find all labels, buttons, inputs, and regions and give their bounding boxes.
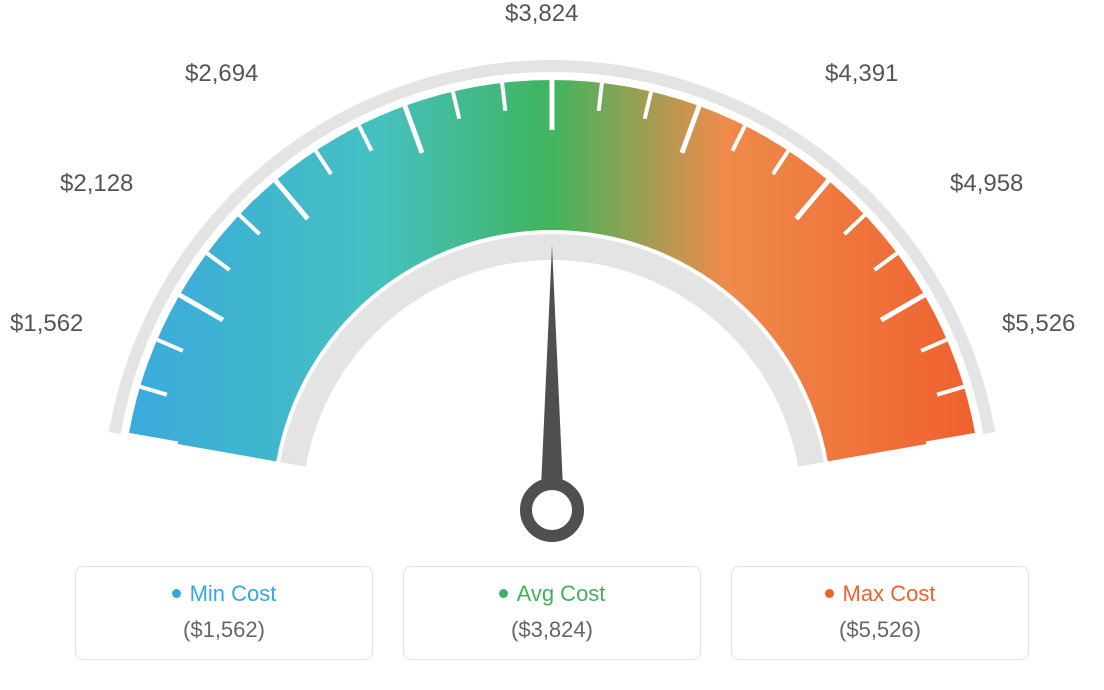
- legend-avg-label: Avg Cost: [517, 581, 606, 606]
- gauge-tick-label: $4,391: [825, 60, 898, 88]
- legend-min-label: Min Cost: [190, 581, 277, 606]
- gauge-tick-label: $1,562: [10, 310, 83, 338]
- gauge-chart: [0, 0, 1104, 560]
- gauge-tick-label: $2,128: [60, 170, 133, 198]
- legend-max-value: ($5,526): [742, 617, 1018, 643]
- legend-max-label: Max Cost: [843, 581, 936, 606]
- legend-avg-value: ($3,824): [414, 617, 690, 643]
- gauge-tick-label: $4,958: [950, 170, 1023, 198]
- cost-gauge-container: $1,562 $2,128 $2,694 $3,824 $4,391 $4,958 $5,5…: [0, 0, 1104, 690]
- legend-card-avg: Avg Cost ($3,824): [403, 566, 701, 660]
- legend-max-title: Max Cost: [742, 581, 1018, 607]
- legend-card-max: Max Cost ($5,526): [731, 566, 1029, 660]
- dot-icon: [825, 589, 834, 598]
- legend-min-title: Min Cost: [86, 581, 362, 607]
- gauge-tick-label: $5,526: [1002, 310, 1075, 338]
- legend-avg-title: Avg Cost: [414, 581, 690, 607]
- gauge-tick-label: $2,694: [185, 60, 258, 88]
- dot-icon: [499, 589, 508, 598]
- legend-card-min: Min Cost ($1,562): [75, 566, 373, 660]
- dot-icon: [172, 589, 181, 598]
- gauge-tick-label: $3,824: [505, 0, 578, 28]
- legend-min-value: ($1,562): [86, 617, 362, 643]
- legend-row: Min Cost ($1,562) Avg Cost ($3,824) Max …: [75, 566, 1029, 660]
- gauge-svg: [0, 0, 1104, 560]
